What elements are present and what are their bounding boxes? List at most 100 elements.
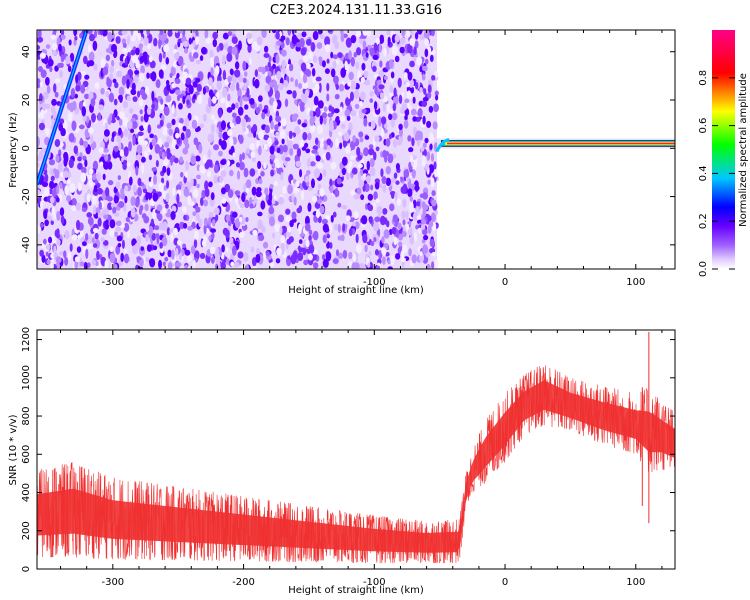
spectral-speckle — [50, 220, 54, 225]
spectral-speckle — [401, 210, 406, 220]
spectral-speckle — [102, 173, 106, 181]
spectral-speckle — [243, 83, 247, 92]
spectral-speckle — [136, 256, 142, 261]
spectral-speckle — [432, 121, 438, 130]
spectral-speckle — [355, 30, 362, 38]
spectral-speckle — [122, 100, 129, 109]
spectral-speckle — [293, 186, 300, 194]
spectral-speckle — [53, 168, 57, 174]
spectral-speckle — [109, 246, 114, 253]
spectral-speckle — [362, 30, 369, 37]
spectral-speckle — [88, 179, 94, 187]
spectral-speckle — [261, 30, 267, 39]
spectral-speckle — [196, 94, 203, 105]
spectral-speckle — [287, 30, 292, 36]
spectral-speckle — [107, 180, 114, 186]
spectral-speckle — [139, 55, 146, 63]
spectral-speckle — [147, 124, 152, 134]
spectral-speckle — [60, 30, 65, 36]
spectral-speckle — [60, 34, 66, 40]
spectral-speckle — [45, 44, 51, 49]
spectral-speckle — [62, 170, 70, 178]
spectral-speckle — [124, 57, 128, 66]
spectral-speckle — [322, 223, 329, 233]
spectral-speckle — [317, 199, 323, 204]
spectral-speckle — [39, 81, 43, 88]
spectral-speckle — [102, 66, 109, 76]
spectral-speckle — [77, 234, 82, 240]
spectral-speckle — [361, 62, 366, 71]
spectral-speckle — [97, 112, 102, 122]
spectral-speckle — [321, 218, 328, 225]
spectral-speckle — [195, 155, 201, 161]
spectral-speckle — [65, 153, 69, 163]
spectral-speckle — [206, 170, 212, 178]
spectral-speckle — [103, 161, 110, 170]
spectral-speckle — [358, 179, 365, 188]
spectral-speckle — [419, 66, 423, 73]
spectral-speckle — [415, 56, 423, 66]
spectral-speckle — [359, 137, 364, 143]
snr-frame — [36, 329, 676, 570]
spectral-speckle — [107, 31, 113, 42]
spectral-speckle — [275, 161, 281, 169]
spectral-speckle — [429, 54, 434, 63]
spectral-speckle — [132, 96, 138, 102]
x-tick-label: -300 — [101, 577, 124, 588]
spectral-speckle — [275, 53, 280, 64]
colorbar-tick-label: 0.0 — [698, 261, 709, 277]
spectral-speckle — [93, 63, 98, 71]
spectral-speckle — [308, 51, 313, 60]
spectral-speckle — [231, 46, 238, 56]
spectral-speckle — [415, 206, 420, 214]
spectral-speckle — [208, 235, 212, 242]
spectral-speckle — [307, 253, 313, 261]
spectral-speckle — [312, 262, 319, 269]
spectral-speckle — [149, 133, 155, 139]
spectral-speckle — [352, 253, 357, 263]
spectral-speckle — [167, 208, 171, 216]
spectral-speckle — [46, 259, 51, 265]
spectral-speckle — [151, 137, 157, 147]
spectral-speckle — [182, 71, 188, 77]
spectral-speckle — [330, 68, 336, 78]
spectral-speckle — [434, 259, 439, 269]
spectral-speckle — [114, 81, 119, 89]
spectral-speckle — [143, 112, 149, 123]
spectral-speckle — [388, 113, 393, 121]
spectral-speckle — [380, 127, 385, 138]
spectral-speckle — [242, 127, 246, 132]
spectral-speckle — [281, 49, 287, 57]
spectral-speckle — [314, 82, 320, 92]
spectral-speckle — [163, 185, 167, 191]
spectral-speckle — [239, 231, 245, 238]
spectral-speckle — [84, 74, 90, 80]
spectral-speckle — [122, 162, 127, 171]
spectral-speckle — [412, 116, 417, 122]
spectral-speckle — [410, 201, 414, 212]
spectral-speckle — [306, 158, 311, 168]
spectral-speckle — [421, 238, 426, 244]
spectral-speckle — [234, 218, 241, 229]
spectral-speckle — [183, 187, 190, 197]
spectral-speckle — [166, 167, 171, 176]
spectral-speckle — [327, 30, 333, 33]
spectral-speckle — [116, 235, 123, 242]
spectral-speckle — [37, 65, 43, 73]
spectral-speckle — [201, 46, 207, 55]
spectral-speckle — [429, 131, 435, 143]
spectral-speckle — [325, 251, 332, 262]
spectral-speckle — [140, 156, 146, 163]
spectral-speckle — [199, 252, 206, 260]
spectral-speckle — [111, 59, 115, 67]
spectral-speckle — [416, 215, 422, 220]
spectral-speckle — [193, 250, 200, 261]
spectral-speckle — [431, 252, 437, 257]
spectral-speckle — [190, 245, 196, 255]
spectral-speckle — [219, 175, 223, 184]
spectral-speckle — [176, 193, 180, 204]
spectral-speckle — [429, 238, 435, 248]
spectral-speckle — [398, 233, 403, 241]
spectral-speckle — [234, 190, 241, 196]
spectral-speckle — [229, 137, 234, 147]
